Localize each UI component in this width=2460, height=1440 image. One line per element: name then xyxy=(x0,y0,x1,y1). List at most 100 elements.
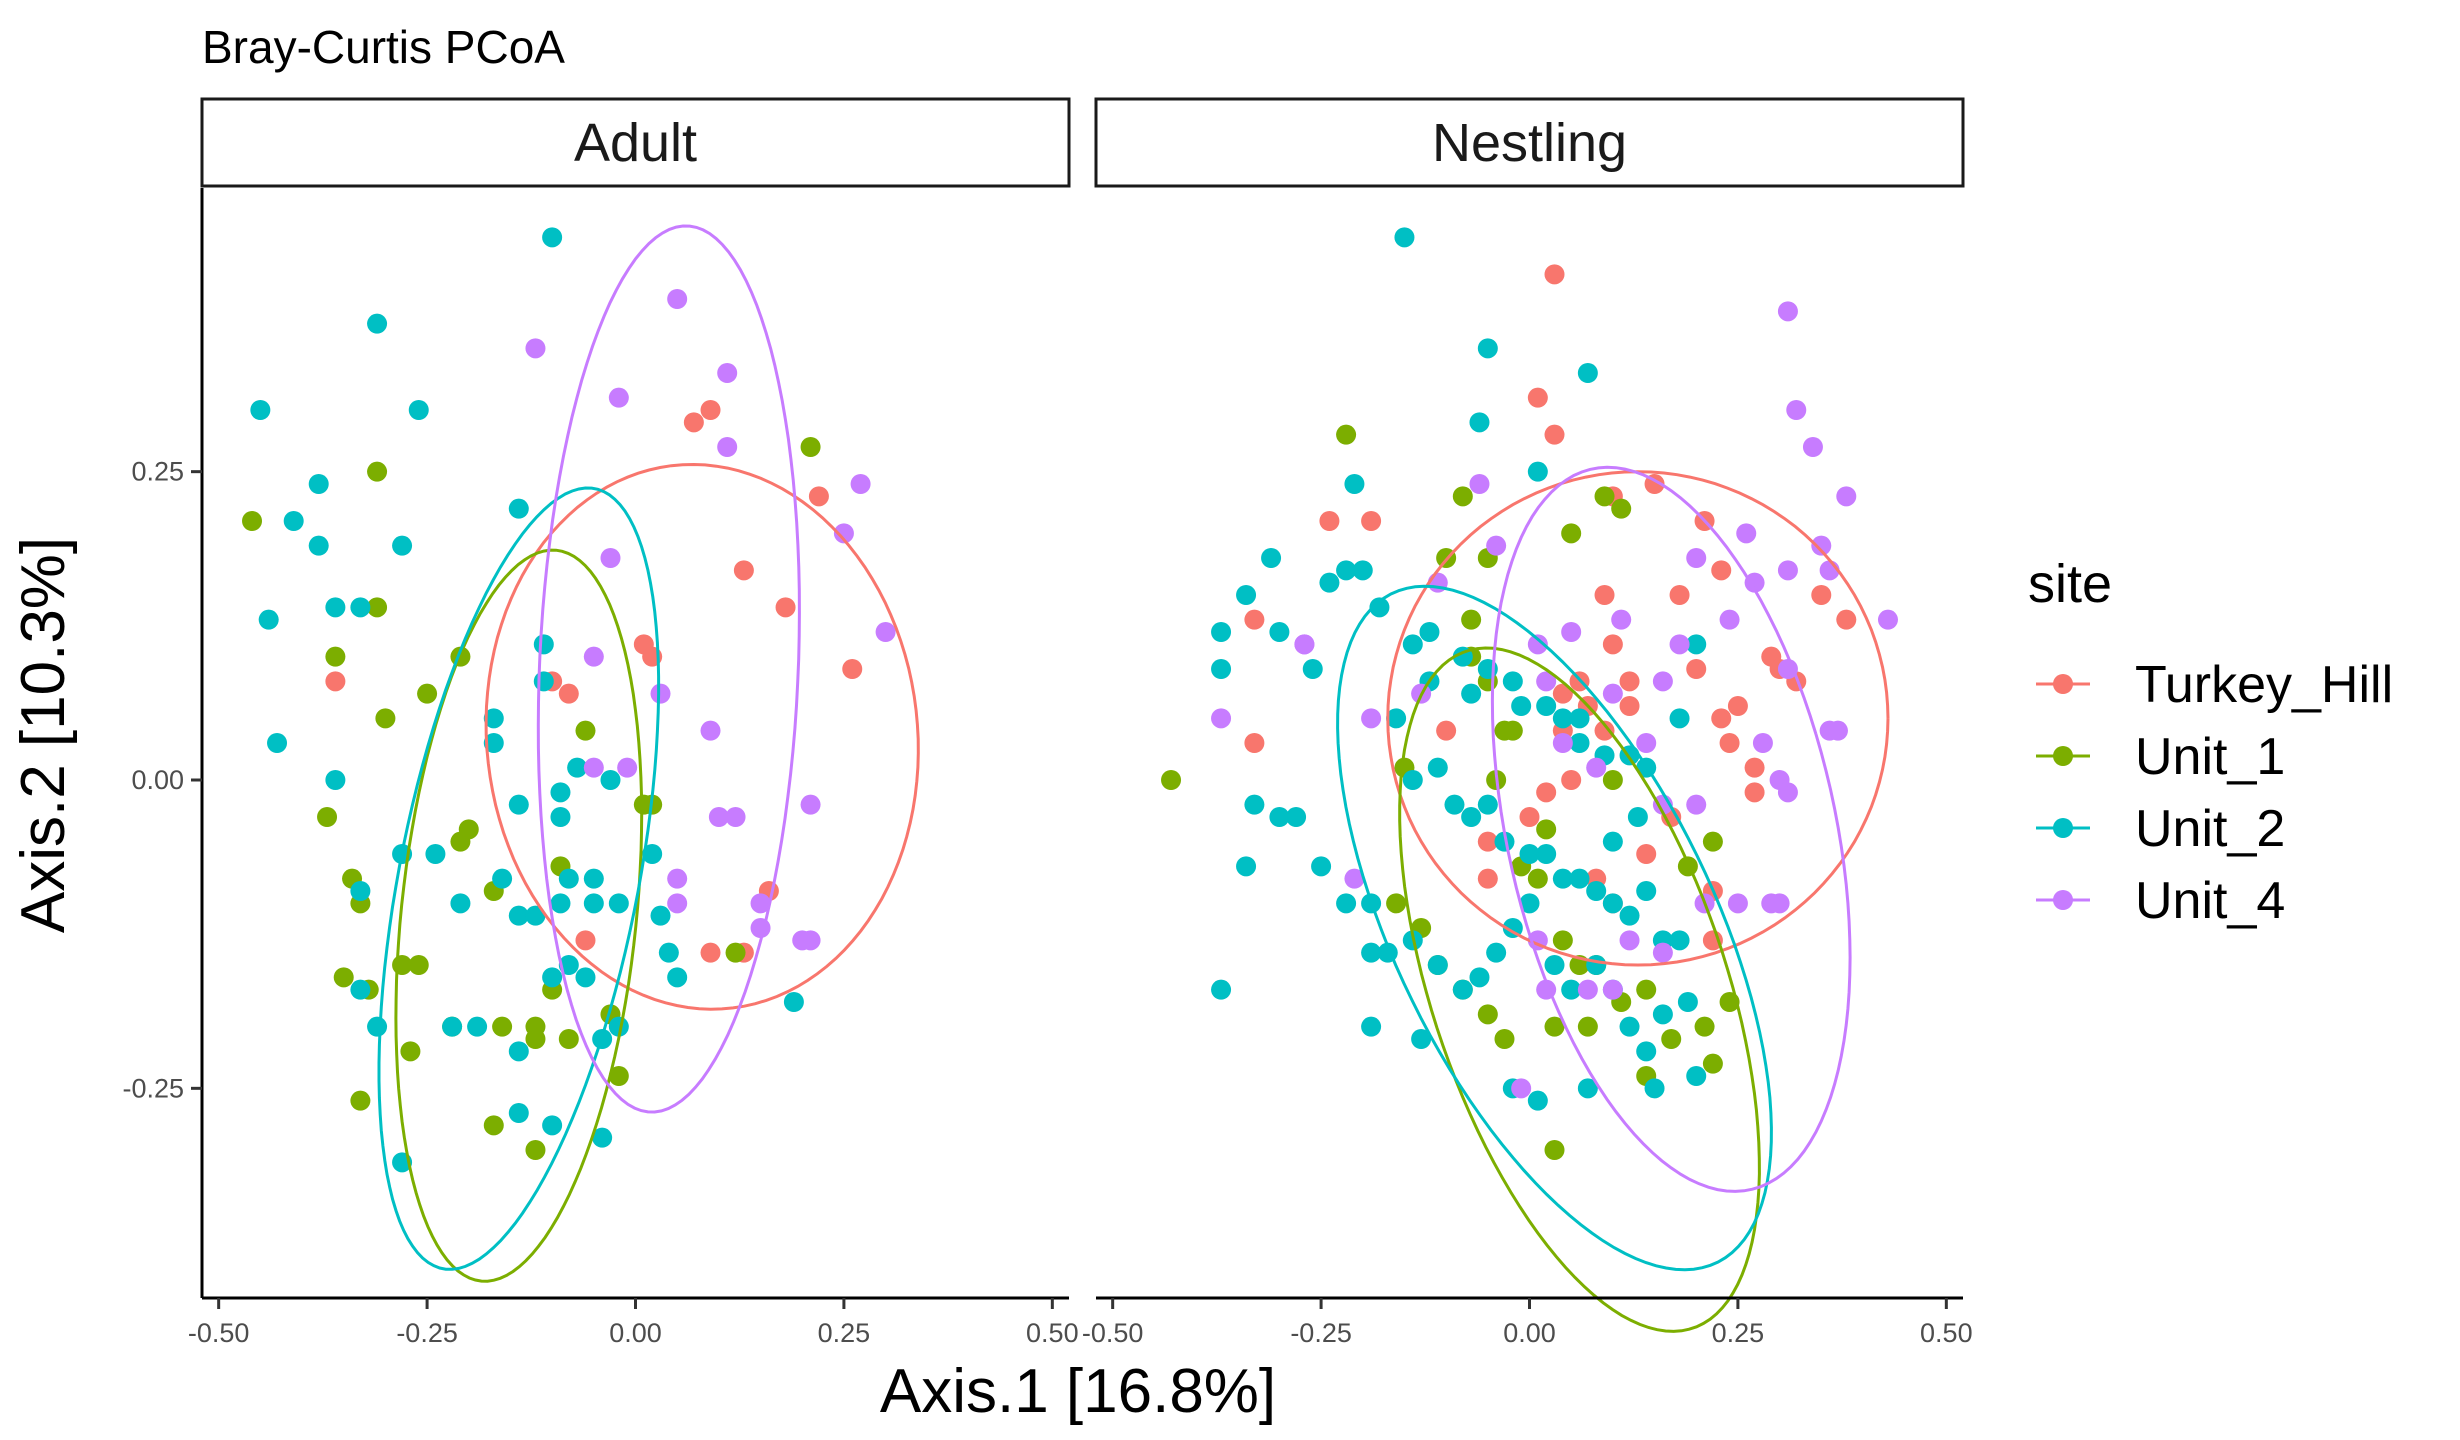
point-turkey-hill xyxy=(1686,659,1707,679)
point-unit-2 xyxy=(592,1127,613,1148)
point-unit-2 xyxy=(508,905,529,926)
point-unit-4 xyxy=(667,868,688,889)
point-unit-4 xyxy=(617,757,638,778)
point-unit-2 xyxy=(1502,671,1523,692)
point-unit-4 xyxy=(1719,609,1740,630)
point-unit-1 xyxy=(525,1029,546,1049)
point-unit-2 xyxy=(408,400,429,420)
strip-adult xyxy=(200,97,1071,188)
point-unit-4 xyxy=(700,720,721,741)
point-unit-2 xyxy=(250,400,271,420)
point-unit-4 xyxy=(1877,609,1898,630)
ellipse-unit-4 xyxy=(1490,465,1852,1193)
point-unit-4 xyxy=(1827,720,1848,741)
point-unit-2 xyxy=(1244,794,1265,815)
point-turkey-hill xyxy=(1561,770,1582,790)
point-unit-2 xyxy=(658,942,679,963)
point-turkey-hill xyxy=(1544,264,1565,285)
legend-item-unit-4: Unit_4 xyxy=(2036,872,2285,930)
point-unit-2 xyxy=(1561,979,1582,1000)
point-unit-2 xyxy=(1269,807,1290,827)
point-unit-1 xyxy=(325,646,346,667)
plot-title: Bray-Curtis PCoA xyxy=(202,21,565,73)
series-nestling-unit-4 xyxy=(1211,301,1898,1099)
point-unit-2 xyxy=(1511,696,1532,716)
point-unit-2 xyxy=(525,905,546,926)
point-unit-4 xyxy=(650,683,671,704)
point-unit-1 xyxy=(317,807,338,827)
point-unit-2 xyxy=(1686,1066,1707,1086)
point-unit-2 xyxy=(1569,708,1590,729)
point-unit-1 xyxy=(333,967,354,988)
point-turkey-hill xyxy=(558,683,579,704)
point-turkey-hill xyxy=(1552,683,1573,704)
panel-nestling: Nestling -0.50 -0.25 0.00 0.25 0.50 xyxy=(1082,97,1973,1348)
legend-label-unit-1: Unit_1 xyxy=(2135,728,2285,786)
legend-label-turkey-hill: Turkey_Hill xyxy=(2135,656,2393,714)
point-unit-1 xyxy=(1527,868,1548,889)
point-turkey-hill xyxy=(1602,634,1623,655)
point-unit-2 xyxy=(425,844,446,864)
point-unit-4 xyxy=(750,893,771,914)
point-unit-2 xyxy=(667,967,688,988)
point-unit-4 xyxy=(1686,548,1707,568)
point-unit-2 xyxy=(1236,585,1257,605)
x-tick-label: 0.25 xyxy=(818,1318,871,1348)
point-unit-4 xyxy=(708,807,729,827)
point-unit-1 xyxy=(1461,609,1482,630)
point-unit-1 xyxy=(1702,831,1723,852)
point-unit-2 xyxy=(1427,955,1448,975)
point-unit-2 xyxy=(1369,597,1390,618)
facet-panels: Adult -0.50 -0.25 0.00 0.25 0.50 -0.25 0.00 0.25… xyxy=(122,97,1973,1348)
point-unit-4 xyxy=(1611,609,1632,630)
point-unit-2 xyxy=(1477,794,1498,815)
point-unit-4 xyxy=(725,807,746,827)
point-unit-2 xyxy=(325,770,346,790)
point-unit-2 xyxy=(1319,572,1340,593)
y-tick-label: -0.25 xyxy=(122,1073,184,1103)
point-unit-1 xyxy=(1694,1016,1715,1037)
point-unit-2 xyxy=(533,634,554,655)
point-unit-2 xyxy=(283,511,304,531)
point-unit-4 xyxy=(1552,733,1573,753)
legend-item-unit-1: Unit_1 xyxy=(2036,728,2285,786)
point-unit-1 xyxy=(1577,1016,1598,1037)
point-turkey-hill xyxy=(325,671,346,692)
point-unit-2 xyxy=(1469,967,1490,988)
point-unit-4 xyxy=(717,363,738,383)
point-unit-2 xyxy=(1577,1078,1598,1099)
point-unit-4 xyxy=(1669,634,1690,655)
point-unit-2 xyxy=(367,313,388,334)
point-unit-4 xyxy=(833,523,854,544)
point-unit-1 xyxy=(1544,1140,1565,1160)
point-unit-2 xyxy=(1602,831,1623,852)
point-unit-2 xyxy=(1286,807,1307,827)
point-unit-2 xyxy=(1352,560,1373,581)
point-unit-2 xyxy=(650,905,671,926)
strip-label-adult: Adult xyxy=(574,113,697,173)
point-turkey-hill xyxy=(575,930,596,951)
point-unit-2 xyxy=(1477,338,1498,359)
point-unit-1 xyxy=(242,511,263,531)
point-unit-2 xyxy=(550,782,571,803)
point-unit-2 xyxy=(1636,1041,1657,1062)
point-unit-2 xyxy=(258,609,279,630)
legend-items: Turkey_Hill Unit_1 Unit_2 Unit_4 xyxy=(2036,656,2393,930)
point-unit-2 xyxy=(550,807,571,827)
point-unit-4 xyxy=(1561,622,1582,642)
point-unit-2 xyxy=(600,770,621,790)
point-unit-1 xyxy=(1602,770,1623,790)
point-unit-2 xyxy=(583,893,604,914)
point-unit-1 xyxy=(525,1140,546,1160)
point-unit-2 xyxy=(1302,659,1323,679)
point-unit-2 xyxy=(1211,659,1232,679)
point-unit-4 xyxy=(1536,671,1557,692)
point-unit-2 xyxy=(1669,708,1690,729)
point-unit-2 xyxy=(1211,979,1232,1000)
point-unit-2 xyxy=(1552,708,1573,729)
point-turkey-hill xyxy=(1636,844,1657,864)
point-unit-2 xyxy=(1461,807,1482,827)
point-unit-2 xyxy=(492,868,513,889)
point-unit-2 xyxy=(583,868,604,889)
point-unit-2 xyxy=(1269,622,1290,642)
